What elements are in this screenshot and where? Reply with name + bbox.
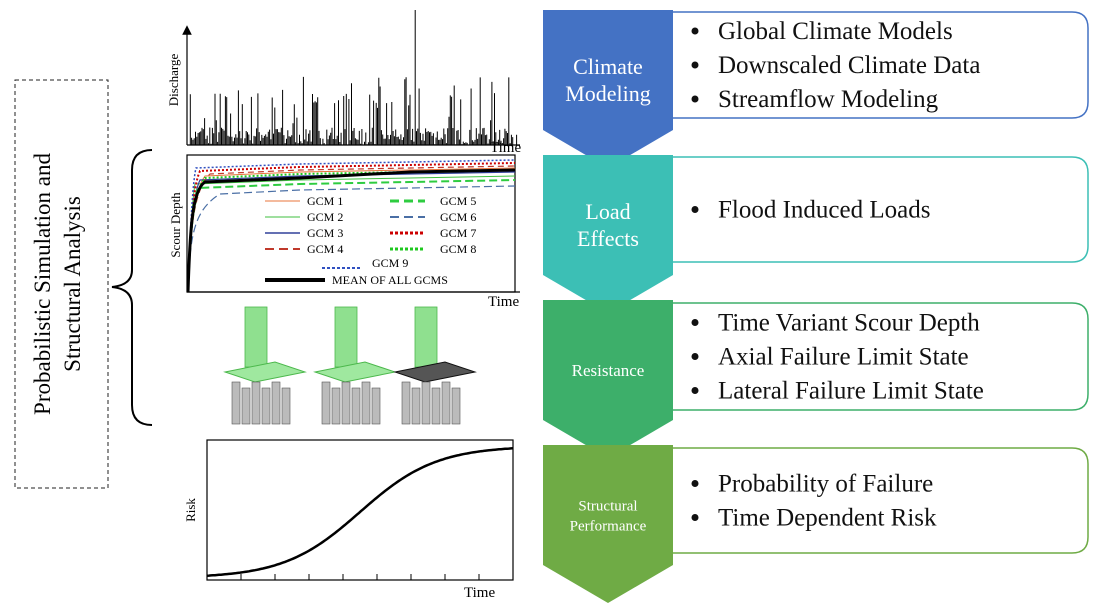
legend-label: GCM 2	[307, 210, 343, 224]
legend-label: GCM 1	[307, 194, 343, 208]
pier-column	[415, 307, 437, 367]
bullet	[692, 480, 699, 487]
scour-panel: Scour Depth Time GCM 1 GCM 2 GCM 3 GCM 4 GCM…	[168, 155, 520, 310]
stage-label: Load	[585, 199, 630, 224]
pile-group	[252, 382, 260, 424]
stage-box	[660, 448, 1088, 553]
pile-group	[442, 382, 450, 424]
stage-bullet: Streamflow Modeling	[718, 86, 939, 113]
stage-label: Structural	[578, 498, 637, 514]
stage-bullet: Axial Failure Limit State	[718, 344, 969, 371]
pile-group	[232, 382, 240, 424]
x-label: Time	[464, 585, 495, 601]
legend-label: GCM 9	[372, 256, 408, 270]
stage-label: Climate	[573, 54, 643, 79]
stage-bullet: Time Dependent Risk	[718, 505, 937, 532]
pile-group	[342, 382, 350, 424]
y-label: Scour Depth	[168, 192, 183, 258]
bullet	[692, 514, 699, 521]
pier-illustration	[225, 307, 475, 424]
pier-column	[245, 307, 267, 367]
bullet	[692, 96, 699, 103]
diagram: Probabilistic Simulation and Structural …	[0, 0, 1094, 605]
pile-group	[452, 388, 460, 424]
discharge-panel: Discharge Time	[166, 10, 521, 156]
legend-label: GCM 5	[440, 194, 476, 208]
risk-panel: Risk Time	[183, 440, 513, 601]
stage-label: Modeling	[565, 81, 651, 106]
bullet	[692, 387, 699, 394]
pile-group	[372, 388, 380, 424]
bullet	[692, 353, 699, 360]
pile-group	[262, 388, 270, 424]
side-label: Probabilistic Simulation and	[30, 153, 55, 415]
pile-cap	[395, 362, 475, 382]
pier-column	[335, 307, 357, 367]
pile-group	[412, 388, 420, 424]
stage-label: Performance	[570, 518, 647, 534]
bullet	[692, 62, 699, 69]
pile-group	[282, 388, 290, 424]
pile-group	[242, 388, 250, 424]
pile-cap	[315, 362, 395, 382]
legend-label: GCM 8	[440, 242, 476, 256]
legend-label: GCM 3	[307, 226, 343, 240]
stage-label: Resistance	[572, 361, 645, 380]
stage-bullet: Global Climate Models	[718, 18, 953, 45]
pile-group	[322, 382, 330, 424]
stage-bullet: Probability of Failure	[718, 471, 933, 498]
x-label: Time	[488, 294, 519, 310]
pile-group	[402, 382, 410, 424]
bullet	[692, 28, 699, 35]
stage-bullet: Downscaled Climate Data	[718, 52, 980, 79]
brace	[112, 150, 152, 425]
stage-label: Effects	[577, 226, 639, 251]
y-label: Discharge	[166, 54, 181, 107]
y-label: Risk	[183, 498, 198, 522]
pile-group	[362, 382, 370, 424]
bullet	[692, 206, 699, 213]
pile-group	[332, 388, 340, 424]
stage-bullet: Time Variant Scour Depth	[718, 310, 980, 337]
pile-group	[272, 382, 280, 424]
pile-group	[352, 388, 360, 424]
risk-curve	[207, 448, 513, 575]
pile-group	[432, 388, 440, 424]
legend-label: MEAN OF ALL GCMS	[332, 273, 448, 287]
side-label: Structural Analysis	[60, 196, 85, 372]
legend-label: GCM 6	[440, 210, 476, 224]
pile-group	[422, 382, 430, 424]
discharge-series	[189, 10, 517, 145]
pile-cap	[225, 362, 305, 382]
stage-bullet: Flood Induced Loads	[718, 197, 930, 224]
bullet	[692, 319, 699, 326]
legend-label: GCM 7	[440, 226, 476, 240]
legend-label: GCM 4	[307, 242, 343, 256]
stage-bullet: Lateral Failure Limit State	[718, 378, 984, 405]
